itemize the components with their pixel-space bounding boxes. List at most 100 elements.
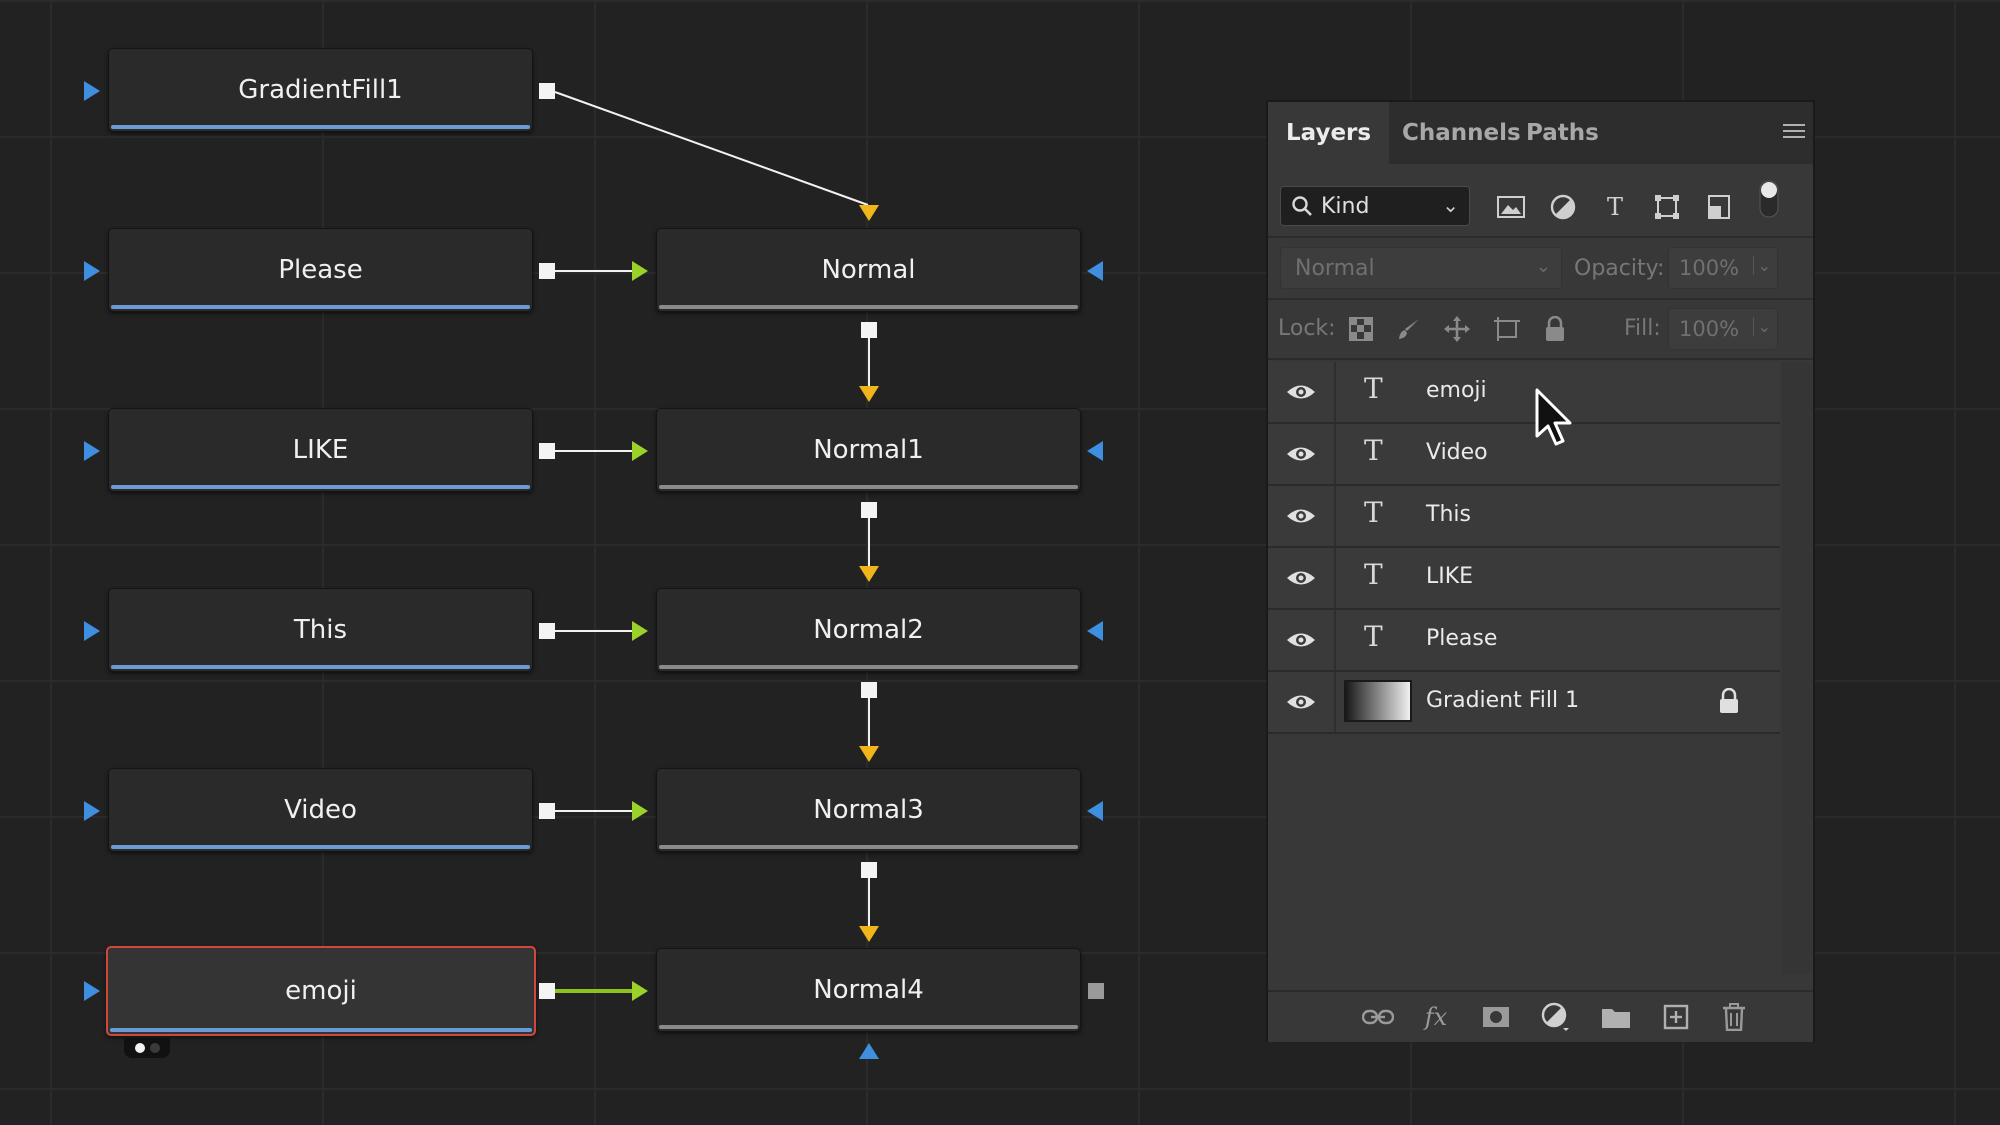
foreground-port-normal[interactable] — [632, 261, 648, 281]
lock-image-pixels-icon[interactable] — [1394, 314, 1424, 344]
node-color-bar — [111, 485, 530, 489]
shape-filter-icon[interactable] — [1652, 192, 1682, 222]
lock-label: Lock: — [1278, 316, 1336, 341]
mask-port-normal4[interactable] — [1088, 983, 1104, 999]
eye-icon[interactable] — [1286, 689, 1316, 715]
foreground-port-normal1[interactable] — [632, 441, 648, 461]
output-port-gradientfill1[interactable] — [539, 83, 555, 99]
kind-filter-select[interactable]: Kind ⌄ — [1280, 186, 1470, 226]
mouse-pointer-icon — [1535, 388, 1572, 446]
blend-mode-select[interactable]: Normal ⌄ — [1280, 247, 1562, 289]
input-port-gradientfill1[interactable] — [84, 81, 100, 101]
eye-icon[interactable] — [1286, 627, 1316, 653]
view-dot-left[interactable] — [134, 1043, 145, 1053]
eye-icon[interactable] — [1286, 565, 1316, 591]
output-port-normal4[interactable] — [859, 1043, 879, 1059]
type-filter-icon[interactable]: T — [1606, 193, 1623, 221]
add-mask-icon[interactable] — [1480, 1002, 1512, 1032]
background-port-normal4[interactable] — [859, 926, 879, 942]
panel-bottom-toolbar: fx — [1268, 990, 1813, 1042]
layer-row-video[interactable]: T Video — [1268, 424, 1780, 486]
node-emoji[interactable]: emoji — [106, 946, 536, 1036]
panel-tab-bar: Layers Channels Paths — [1268, 102, 1813, 164]
node-color-bar — [111, 125, 530, 129]
eye-icon[interactable] — [1286, 503, 1316, 529]
output-port-like[interactable] — [539, 443, 555, 459]
new-group-icon[interactable] — [1600, 1002, 1632, 1032]
mask-port-normal[interactable] — [1087, 261, 1103, 281]
filter-toggle-icon[interactable] — [1754, 180, 1784, 218]
text-layer-icon: T — [1364, 558, 1383, 591]
layer-row-like[interactable]: T LIKE — [1268, 548, 1780, 610]
node-please[interactable]: Please — [108, 228, 533, 312]
output-port-normal1[interactable] — [861, 502, 877, 518]
mask-port-normal1[interactable] — [1087, 441, 1103, 461]
node-normal[interactable]: Normal — [656, 228, 1081, 312]
opacity-label: Opacity: — [1574, 256, 1665, 281]
node-normal1[interactable]: Normal1 — [656, 408, 1081, 492]
new-layer-icon[interactable] — [1660, 1002, 1692, 1032]
node-gradientfill1[interactable]: GradientFill1 — [108, 48, 533, 132]
node-normal2[interactable]: Normal2 — [656, 588, 1081, 672]
tab-paths[interactable]: Paths — [1526, 120, 1599, 146]
node-color-bar — [111, 665, 530, 669]
input-port-video[interactable] — [84, 801, 100, 821]
adjustment-layer-icon[interactable] — [1540, 1002, 1572, 1032]
node-video[interactable]: Video — [108, 768, 533, 852]
input-port-like[interactable] — [84, 441, 100, 461]
kind-label: Kind — [1321, 193, 1370, 219]
lock-position-icon[interactable] — [1442, 314, 1472, 344]
divider — [1334, 672, 1336, 732]
background-port-normal3[interactable] — [859, 746, 879, 762]
trash-icon[interactable] — [1718, 1002, 1750, 1032]
node-this[interactable]: This — [108, 588, 533, 672]
foreground-port-normal4[interactable] — [632, 981, 648, 1001]
lock-icon — [1720, 688, 1738, 713]
lock-all-icon[interactable] — [1540, 314, 1570, 344]
background-port-normal1[interactable] — [859, 386, 879, 402]
node-like[interactable]: LIKE — [108, 408, 533, 492]
mask-port-normal3[interactable] — [1087, 801, 1103, 821]
layer-row-gradient-fill-1[interactable]: Gradient Fill 1 — [1268, 672, 1780, 734]
foreground-port-normal3[interactable] — [632, 801, 648, 821]
image-filter-icon[interactable] — [1496, 192, 1526, 222]
view-dot-right[interactable] — [149, 1043, 160, 1053]
lock-artboard-icon[interactable] — [1492, 314, 1522, 344]
fx-icon[interactable]: fx — [1424, 1003, 1448, 1031]
layer-list: T emoji T Video T This T LIKE T Please — [1268, 362, 1780, 734]
fill-field[interactable]: 100% ⌄ — [1668, 308, 1778, 350]
output-port-this[interactable] — [539, 623, 555, 639]
foreground-port-normal2[interactable] — [632, 621, 648, 641]
panel-menu-icon[interactable] — [1783, 124, 1805, 142]
layer-row-please[interactable]: T Please — [1268, 610, 1780, 672]
tab-layers[interactable]: Layers — [1268, 102, 1390, 164]
output-port-normal2[interactable] — [861, 682, 877, 698]
output-port-emoji[interactable] — [539, 983, 555, 999]
layer-list-scrollbar[interactable] — [1782, 362, 1812, 974]
eye-icon[interactable] — [1286, 441, 1316, 467]
node-normal4[interactable]: Normal4 — [656, 948, 1081, 1032]
layer-row-this[interactable]: T This — [1268, 486, 1780, 548]
background-port-normal2[interactable] — [859, 566, 879, 582]
link-layers-icon[interactable] — [1362, 1002, 1394, 1032]
lock-transparent-pixels-icon[interactable] — [1346, 314, 1376, 344]
smart-object-filter-icon[interactable] — [1704, 192, 1734, 222]
input-port-please[interactable] — [84, 261, 100, 281]
opacity-field[interactable]: 100% ⌄ — [1668, 247, 1778, 289]
adjustment-filter-icon[interactable] — [1548, 192, 1578, 222]
eye-icon[interactable] — [1286, 379, 1316, 405]
layer-row-emoji[interactable]: T emoji — [1268, 362, 1780, 424]
node-label: LIKE — [292, 435, 349, 465]
background-port-normal[interactable] — [859, 205, 879, 221]
chevron-down-icon: ⌄ — [1442, 193, 1459, 217]
node-view-toggle[interactable] — [124, 1038, 170, 1058]
output-port-normal3[interactable] — [861, 862, 877, 878]
input-port-emoji[interactable] — [84, 981, 100, 1001]
output-port-normal[interactable] — [861, 322, 877, 338]
tab-channels[interactable]: Channels — [1402, 120, 1521, 146]
node-normal3[interactable]: Normal3 — [656, 768, 1081, 852]
mask-port-normal2[interactable] — [1087, 621, 1103, 641]
output-port-please[interactable] — [539, 263, 555, 279]
output-port-video[interactable] — [539, 803, 555, 819]
input-port-this[interactable] — [84, 621, 100, 641]
